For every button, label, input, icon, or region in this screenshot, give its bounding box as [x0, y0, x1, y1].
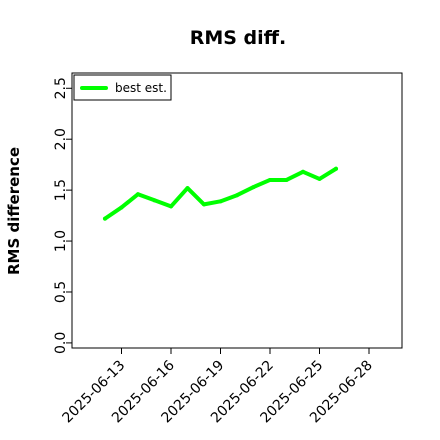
series-point	[317, 176, 322, 181]
plot-frame	[71, 72, 403, 349]
legend: best est.	[73, 74, 172, 101]
x-axis-ticks: 2025-06-132025-06-162025-06-192025-06-22…	[59, 348, 376, 426]
y-axis-ticks: 0.0 0.5 1.0 1.5 2.0 2.5	[53, 77, 72, 354]
y-tick-label: 1.5	[53, 179, 69, 201]
y-tick-label: 1.0	[53, 230, 69, 252]
series-point	[103, 216, 107, 221]
legend-label-best-est: best est.	[115, 81, 167, 95]
series-point	[185, 186, 190, 191]
series-point	[119, 205, 124, 210]
series-point	[152, 198, 157, 203]
series-point	[202, 202, 206, 207]
y-tick-label: 2.0	[53, 128, 69, 150]
chart-title: RMS diff.	[190, 27, 287, 49]
series-point	[169, 204, 173, 209]
series-layer	[103, 166, 338, 221]
y-tick-label: 0.0	[53, 332, 69, 354]
y-axis-label: RMS difference	[5, 147, 23, 275]
series-point	[334, 166, 338, 171]
series-point	[251, 185, 256, 190]
series-point	[218, 199, 223, 204]
series-point	[268, 177, 272, 182]
series-point	[235, 193, 239, 198]
y-tick-label: 2.5	[53, 77, 69, 99]
series-point	[284, 177, 289, 182]
series-point	[301, 169, 305, 174]
y-tick-label: 0.5	[53, 281, 69, 303]
series-point	[136, 192, 140, 197]
